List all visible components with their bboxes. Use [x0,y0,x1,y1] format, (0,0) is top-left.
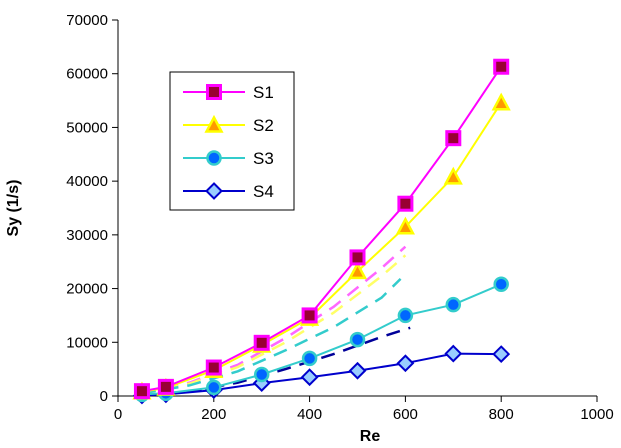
x-tick-label: 200 [201,406,226,423]
y-tick-label: 30000 [66,227,108,244]
legend-swatch-marker [206,84,222,100]
data-point [253,334,270,351]
legend-label: S4 [253,182,274,201]
data-point [205,359,222,376]
data-point [493,58,510,75]
y-tick-label: 40000 [66,173,108,190]
legend-item-s1: S1 [183,83,274,102]
data-point [300,368,319,387]
data-point [348,361,367,380]
legend-swatch-marker [204,114,224,133]
x-tick-label: 600 [393,406,418,423]
data-point [396,354,415,373]
x-axis-title: Re [360,428,381,445]
x-tick-label: 1000 [580,406,613,423]
trend-line [141,278,402,395]
data-point [397,307,414,324]
x-tick-label: 400 [297,406,322,423]
legend-swatch-marker [206,150,222,166]
data-point [445,130,462,147]
legend-swatch-marker [205,182,223,200]
data-point [349,331,366,348]
y-axis-title: Sy (1/s) [5,180,22,237]
data-point [349,249,366,266]
y-tick-label: 0 [100,388,108,405]
data-point [397,195,414,212]
trend-lines [141,245,411,397]
y-tick-label: 70000 [66,12,108,29]
data-point [493,276,509,293]
data-point [395,216,415,235]
y-tick-label: 10000 [66,334,108,351]
trend-line [141,254,407,395]
legend-item-s4: S4 [183,182,274,201]
data-point [347,261,368,280]
legend-label: S3 [253,149,274,168]
data-point [301,350,318,367]
legend-item-s3: S3 [183,149,274,168]
y-tick-label: 60000 [66,66,108,83]
series-s1 [133,58,510,400]
data-point [443,166,463,185]
data-point [492,345,511,364]
data-point [133,383,150,400]
data-point [301,307,318,324]
data-series [132,58,511,405]
data-point [444,344,463,363]
y-tick-label: 20000 [66,281,108,298]
data-point [491,92,511,111]
legend: S1 S2 S3 S4 [169,71,295,211]
x-tick-label: 800 [489,406,514,423]
legend-label: S1 [253,83,274,102]
data-point [253,366,270,383]
legend-item-s2: S2 [183,114,274,135]
legend-label: S2 [253,116,274,135]
y-tick-label: 50000 [66,119,108,136]
data-point [206,379,222,396]
data-point [157,378,174,395]
data-point [445,296,462,313]
axes: 0 200 400 600 800 100001000020000300004000050… [66,12,613,423]
legend-box [169,71,295,211]
x-tick-label: 0 [114,406,122,423]
